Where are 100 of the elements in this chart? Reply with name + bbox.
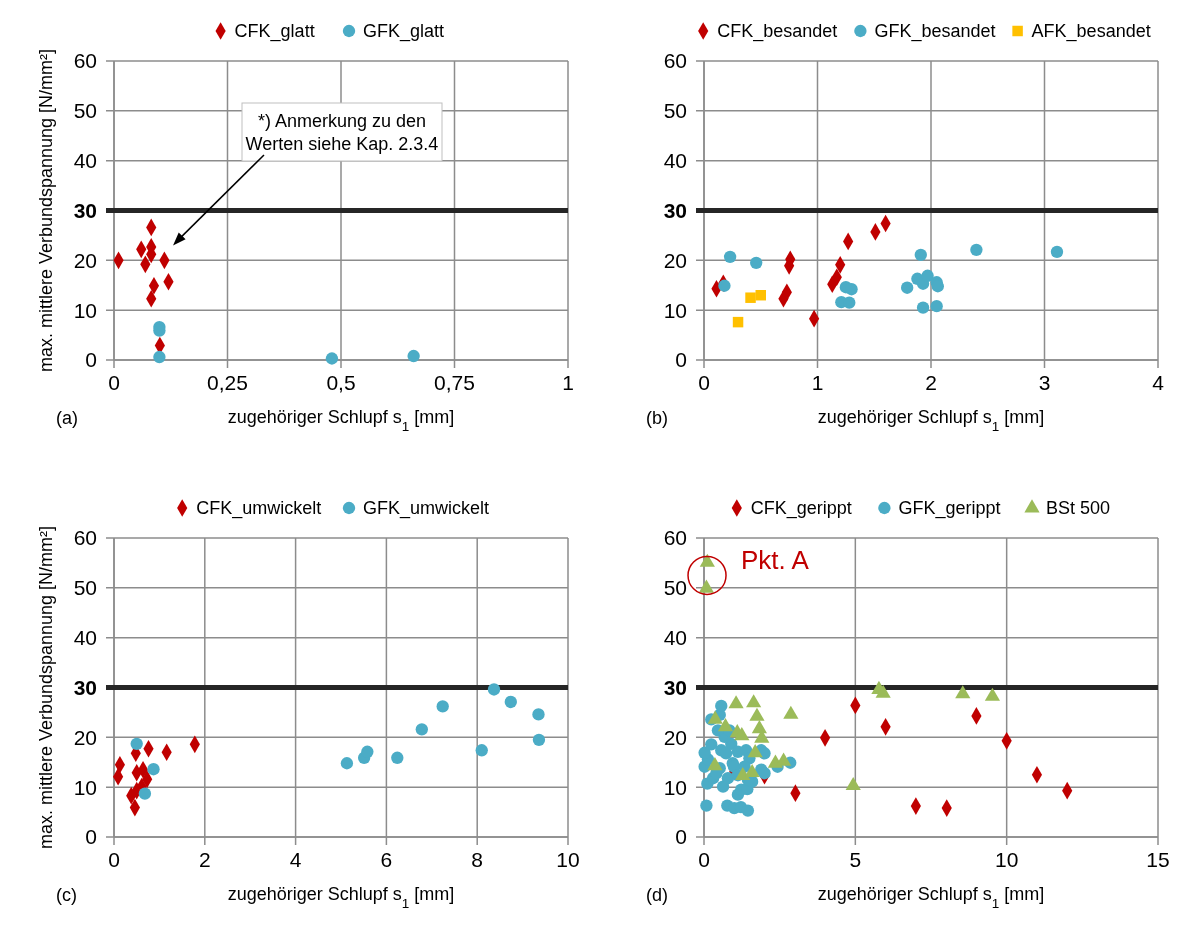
x-tick-label: 4	[1152, 371, 1165, 394]
x-tick-label: 10	[994, 848, 1019, 871]
point	[147, 763, 160, 776]
annotation: Pkt. A	[741, 545, 810, 576]
legend-label: GFK_glatt	[363, 21, 445, 43]
y-axis-title: max. mittlere Verbundspannung [N/mm²]	[36, 48, 56, 373]
point	[758, 767, 771, 780]
y-tick-label: 0	[85, 348, 97, 372]
y-tick-label: 0	[675, 348, 687, 372]
point	[504, 695, 517, 709]
point	[138, 787, 152, 800]
point	[747, 744, 763, 758]
text: (a)	[56, 408, 78, 428]
y-tick-label: 20	[663, 248, 687, 272]
point	[735, 766, 751, 781]
point	[415, 723, 428, 736]
point	[361, 745, 374, 758]
x-tick-label: 2	[198, 848, 211, 871]
x-tick-label: 5	[849, 848, 862, 871]
x-axis-title: zugehöriger Schlupf s$_{1}$ [mm]	[817, 884, 1045, 911]
y-tick-label: 30	[73, 675, 97, 699]
x-tick-label: 2	[925, 371, 937, 394]
point	[475, 744, 488, 757]
y-tick-label: 20	[73, 725, 97, 749]
x-tick-label: 8	[471, 848, 484, 871]
x-tick-label: 0	[108, 371, 120, 394]
text: (d)	[646, 885, 668, 905]
point	[970, 243, 983, 257]
x-axis-title: zugehöriger Schlupf s$_{1}$ [mm]	[227, 407, 455, 434]
point	[707, 710, 723, 724]
point	[153, 350, 166, 364]
point	[1050, 245, 1064, 259]
point	[755, 289, 766, 301]
y-tick-label: 10	[663, 775, 687, 799]
point	[130, 737, 143, 750]
legend-label: BSt 500	[1046, 498, 1111, 519]
x-tick-label: 0,75	[434, 371, 475, 394]
x-tick-label: 1	[811, 371, 824, 394]
x-axis-title: zugehöriger Schlupf s$_{1}$ [mm]	[817, 407, 1045, 434]
point	[875, 684, 891, 698]
y-tick-label: 40	[663, 626, 687, 650]
point	[916, 301, 930, 314]
legend-label: GFK_gerippt	[898, 498, 1001, 520]
point	[745, 292, 756, 303]
y-tick-label: 10	[73, 298, 97, 322]
y-tick-label: 50	[73, 576, 97, 600]
point	[532, 708, 545, 721]
point	[707, 756, 723, 771]
legend-label: AFK_besandet	[1031, 21, 1151, 43]
point	[900, 281, 914, 294]
y-tick-label: 40	[73, 626, 97, 650]
x-tick-label: 0	[108, 848, 120, 871]
x-tick-label: 3	[1038, 371, 1051, 394]
point	[751, 720, 767, 734]
point	[732, 316, 744, 328]
point	[705, 738, 718, 751]
point	[532, 733, 546, 746]
y-tick-label: 30	[663, 198, 687, 222]
point	[487, 683, 501, 696]
point	[391, 751, 404, 764]
legend-label: CFK_umwickelt	[196, 498, 322, 520]
point	[700, 799, 713, 812]
y-tick-label: 30	[73, 198, 97, 222]
text: (b)	[646, 408, 668, 428]
point	[717, 718, 734, 732]
x-tick-label: 1	[562, 371, 574, 394]
legend-label: CFK_glatt	[234, 21, 315, 43]
y-tick-label: 10	[663, 298, 687, 322]
point	[698, 746, 711, 759]
y-tick-label: 0	[85, 825, 97, 849]
x-tick-label: 6	[380, 848, 393, 871]
point	[719, 747, 733, 760]
y-tick-label: 50	[663, 576, 687, 600]
y-tick-label: 60	[663, 526, 687, 550]
x-tick-label: 0	[698, 371, 710, 394]
point	[721, 772, 735, 785]
point	[749, 707, 765, 721]
y-tick-label: 10	[73, 775, 97, 799]
legend-label: CFK_gerippt	[750, 498, 852, 520]
x-tick-label: 15	[1146, 848, 1170, 871]
y-tick-label: 40	[663, 149, 687, 173]
point	[718, 279, 731, 292]
point	[783, 705, 799, 719]
point	[955, 685, 971, 699]
point	[744, 763, 760, 778]
point	[741, 804, 755, 817]
y-tick-label: 50	[73, 99, 97, 123]
y-axis-title: max. mittlere Verbundspannung [N/mm²]	[36, 525, 56, 850]
point	[746, 694, 762, 708]
y-tick-label: 60	[663, 49, 687, 73]
point	[734, 727, 750, 741]
point	[914, 248, 927, 262]
y-tick-label: 60	[73, 49, 97, 73]
y-tick-label: 20	[663, 725, 687, 749]
point	[715, 699, 728, 713]
x-tick-label: 0,5	[326, 371, 356, 394]
point	[325, 352, 339, 365]
point	[728, 695, 744, 709]
legend-label: GFK_besandet	[874, 21, 996, 43]
point	[436, 700, 449, 713]
